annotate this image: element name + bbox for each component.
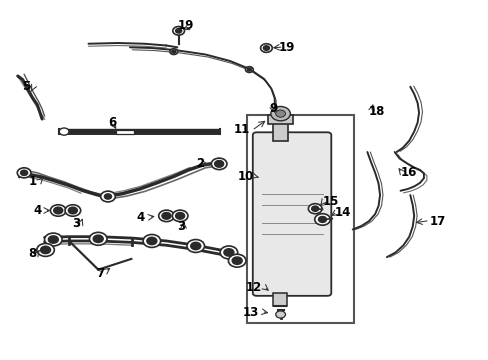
Circle shape [224,249,233,256]
Circle shape [147,237,157,244]
Circle shape [175,29,181,33]
Bar [246,116,353,323]
Circle shape [308,204,322,214]
Text: 1: 1 [29,175,37,188]
Circle shape [101,191,115,202]
Circle shape [220,246,237,259]
Text: 9: 9 [269,102,277,115]
Circle shape [190,242,200,249]
Text: 8: 8 [28,247,37,260]
Circle shape [20,170,27,175]
Circle shape [172,210,187,222]
Text: 7: 7 [97,267,104,280]
Bar [267,116,293,125]
Circle shape [158,210,174,222]
Circle shape [162,213,170,219]
Bar [272,119,288,140]
Circle shape [318,217,326,222]
Text: 17: 17 [429,215,445,228]
FancyBboxPatch shape [252,132,330,296]
Text: 16: 16 [400,166,416,179]
Text: 3: 3 [72,216,80,230]
Circle shape [245,67,253,72]
Circle shape [44,233,62,246]
Circle shape [314,214,330,225]
Text: 4: 4 [136,211,144,224]
Circle shape [41,246,50,253]
Circle shape [175,213,184,219]
Text: 18: 18 [368,105,385,118]
Circle shape [143,234,160,247]
Text: 4: 4 [34,204,42,217]
Text: 19: 19 [278,41,294,54]
Text: 2: 2 [195,157,203,170]
Circle shape [54,207,62,214]
Circle shape [50,205,66,216]
Circle shape [171,50,175,53]
Circle shape [37,243,54,256]
Text: 5: 5 [21,80,30,93]
Text: 6: 6 [108,116,117,129]
Circle shape [65,205,81,216]
Circle shape [214,161,223,167]
Text: 11: 11 [234,123,250,136]
Circle shape [104,194,111,199]
Circle shape [275,110,285,117]
Circle shape [17,168,31,178]
Circle shape [93,235,103,242]
Circle shape [89,232,107,245]
Text: 10: 10 [238,170,254,183]
Text: 19: 19 [178,19,194,32]
Text: 12: 12 [245,281,261,294]
Circle shape [275,311,285,318]
Circle shape [311,206,318,211]
Circle shape [270,107,290,121]
Circle shape [48,236,58,243]
Circle shape [59,128,69,135]
Bar [272,293,287,306]
Circle shape [169,49,177,54]
Circle shape [263,46,269,50]
Text: 3: 3 [177,220,185,233]
Circle shape [260,44,272,52]
Text: 14: 14 [334,206,350,219]
Circle shape [211,158,226,170]
Circle shape [232,257,242,264]
Circle shape [172,27,184,35]
Circle shape [247,68,251,71]
Circle shape [68,207,77,214]
Text: 13: 13 [243,306,259,319]
Text: 15: 15 [322,195,338,208]
Bar [116,130,134,134]
Circle shape [228,254,245,267]
Circle shape [186,239,204,252]
